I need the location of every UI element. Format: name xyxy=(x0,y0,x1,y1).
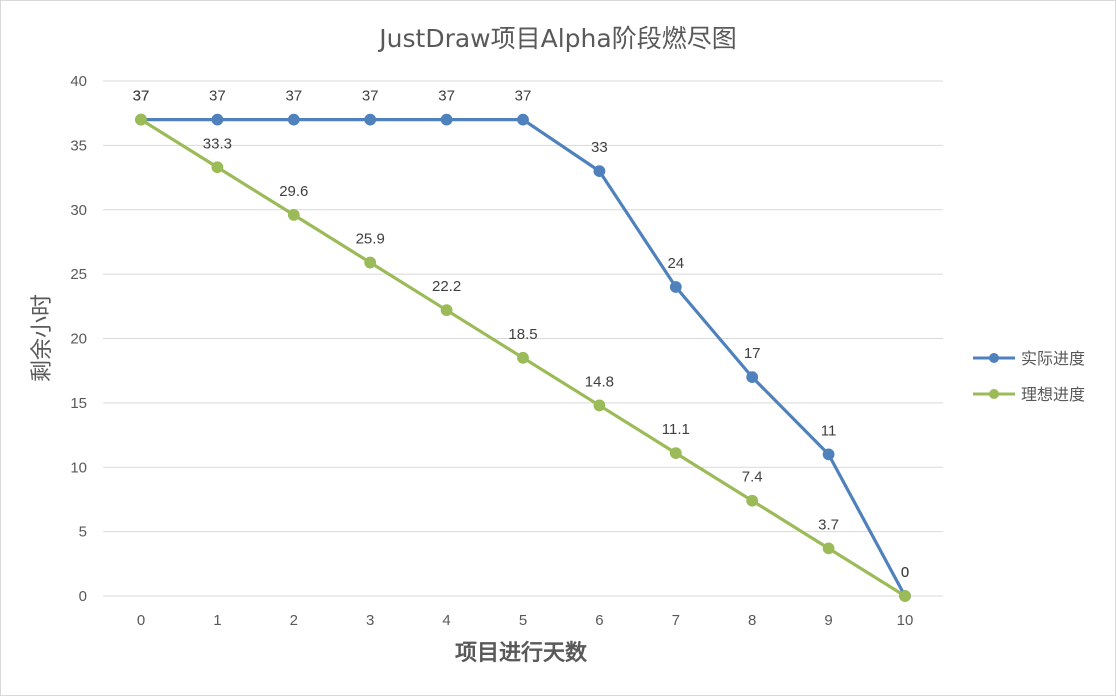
data-labels: 37 37 37 37 37 373324171103733.329.625.922.21… xyxy=(133,88,910,581)
x-tick-label: 3 xyxy=(366,612,374,629)
y-tick-label: 35 xyxy=(70,137,87,154)
actual-progress-point xyxy=(669,281,682,293)
gridlines xyxy=(103,80,943,533)
actual-progress-data-label: 33 xyxy=(591,139,608,156)
x-tick-label: 0 xyxy=(137,612,145,629)
actual-progress-data-label: 37 xyxy=(438,88,455,105)
ideal-progress-data-label: 37 xyxy=(133,88,150,105)
legend-marker-actual xyxy=(989,353,999,363)
chart-title: JustDraw项目Alpha阶段燃尽图 xyxy=(377,24,736,53)
ideal-progress-point xyxy=(517,351,529,364)
ideal-progress-data-label: 33.3 xyxy=(203,135,232,152)
ideal-progress-data-label: 7.4 xyxy=(742,469,763,486)
ideal-progress-point xyxy=(822,542,835,555)
actual-progress-data-label: 37 xyxy=(133,88,150,105)
ideal-progress-point xyxy=(135,113,147,126)
ideal-progress-data-label: 3.7 xyxy=(818,516,839,533)
x-tick-label: 1 xyxy=(213,612,221,629)
ideal-progress-point xyxy=(669,447,682,459)
ideal-progress-point xyxy=(899,590,911,602)
actual-progress-point xyxy=(440,113,453,126)
actual-progress-point xyxy=(746,371,759,384)
actual-progress-data-label: 37 xyxy=(362,88,379,105)
actual-progress-point xyxy=(364,113,377,126)
actual-progress-point xyxy=(211,113,224,126)
x-tick-label: 10 xyxy=(897,612,914,629)
ideal-progress-data-label: 22.2 xyxy=(432,278,461,295)
actual-progress-data-label: 37 xyxy=(285,88,302,105)
y-tick-label: 20 xyxy=(70,331,87,348)
legend-item-ideal: 理想进度 xyxy=(973,385,1085,404)
legend-label-ideal: 理想进度 xyxy=(1021,385,1085,404)
ideal-progress-data-label: 18.5 xyxy=(508,326,537,343)
ideal-progress-point xyxy=(287,209,300,221)
actual-progress-data-label: 11 xyxy=(821,422,837,439)
legend: 实际进度 理想进度 xyxy=(973,349,1085,404)
ideal-progress-data-label: 0 xyxy=(901,564,909,581)
ideal-progress-point xyxy=(364,256,377,269)
y-tick-label: 5 xyxy=(79,524,87,541)
actual-progress-point xyxy=(822,448,835,461)
x-tick-label: 2 xyxy=(290,612,298,629)
ideal-progress-data-label: 14.8 xyxy=(585,373,614,390)
x-tick-label: 6 xyxy=(595,612,603,629)
x-tick-label: 5 xyxy=(519,612,527,629)
actual-progress-data-label: 17 xyxy=(744,345,761,362)
y-tick-label: 25 xyxy=(70,266,87,283)
ideal-progress-point xyxy=(211,161,224,174)
series-layer xyxy=(135,113,911,602)
legend-marker-ideal xyxy=(989,389,999,399)
x-tick-label: 9 xyxy=(824,612,832,629)
actual-progress-point xyxy=(517,113,529,126)
ideal-progress-point xyxy=(593,399,606,412)
legend-label-actual: 实际进度 xyxy=(1021,349,1085,368)
ideal-progress-point xyxy=(746,494,759,507)
ideal-progress-data-label: 11.1 xyxy=(662,421,690,438)
y-tick-label: 0 xyxy=(79,588,87,605)
actual-progress-data-label: 24 xyxy=(667,255,684,272)
actual-progress-point xyxy=(287,113,300,126)
y-tick-label: 30 xyxy=(70,202,87,219)
x-tick-label: 7 xyxy=(672,612,680,629)
x-tick-label: 8 xyxy=(748,612,756,629)
actual-progress-point xyxy=(593,165,606,178)
y-tick-label: 10 xyxy=(70,459,87,476)
ideal-progress-data-label: 29.6 xyxy=(279,183,308,200)
ideal-progress-point xyxy=(440,304,453,317)
axes: 0 5 10 15 20 25 30 35 40 0 1 2 3 4 5 6 7 8 9 10 xyxy=(70,73,943,629)
actual-progress-data-label: 37 xyxy=(515,88,532,105)
y-tick-label: 15 xyxy=(70,395,87,412)
y-tick-label: 40 xyxy=(70,73,87,90)
actual-progress-data-label: 0 xyxy=(901,564,909,581)
actual-progress-data-label: 37 xyxy=(209,88,226,105)
legend-item-actual: 实际进度 xyxy=(973,349,1085,368)
ideal-progress-data-label: 25.9 xyxy=(356,231,385,248)
x-axis-title: 项目进行天数 xyxy=(455,640,588,666)
x-tick-label: 4 xyxy=(442,612,450,629)
y-axis-title: 剩余小时 xyxy=(30,294,55,382)
